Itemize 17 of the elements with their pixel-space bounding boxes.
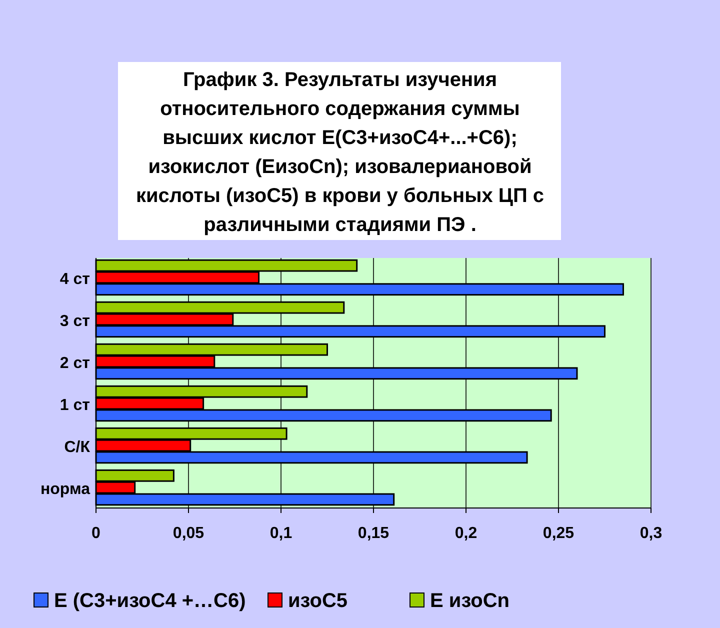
y-tick-label: 4 ст xyxy=(60,270,90,288)
legend-label: изоС5 xyxy=(288,590,348,612)
y-tick-label: 2 ст xyxy=(60,354,90,372)
chart-title: График 3. Результаты изучения относительного содержания суммы высших кислот Е(С3+изоС4+...+С6); изокислот (ЕизоСn); изовалериановой кислоты (изоС5) в крови у больных ЦП с различными стадиями ПЭ . xyxy=(136,69,544,236)
x-tick-label: 0,15 xyxy=(358,525,390,542)
y-tick-label: 1 ст xyxy=(60,397,90,414)
x-tick-label: 0,2 xyxy=(454,525,478,542)
legend-label: Е изоСn xyxy=(430,590,510,612)
x-tick-label: 0,1 xyxy=(270,525,292,542)
y-tick-label: норма xyxy=(40,481,90,498)
legend-label: Е (С3+изоС4 +…С6) xyxy=(54,590,246,612)
x-tick-label: 0,05 xyxy=(172,525,204,542)
x-tick-label: 0,3 xyxy=(640,525,662,542)
y-tick-label: 3 ст xyxy=(60,312,90,330)
y-tick-label: С/К xyxy=(64,439,90,456)
x-tick-label: 0 xyxy=(92,525,101,542)
x-tick-label: 0,25 xyxy=(542,525,574,542)
